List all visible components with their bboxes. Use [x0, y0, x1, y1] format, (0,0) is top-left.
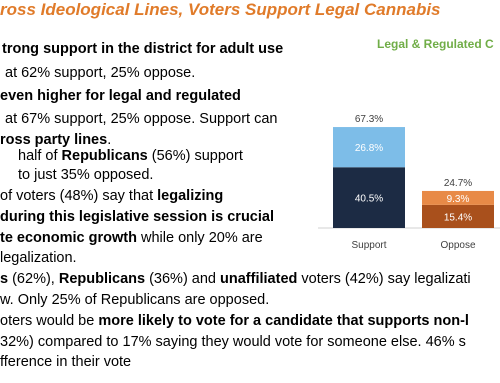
bar-segment — [333, 127, 405, 168]
text-line: at 67% support, 25% oppose. Support can — [5, 111, 277, 127]
category-label: Support — [351, 240, 386, 251]
text-run: voters (42%) say legalizati — [297, 271, 471, 287]
value-label: 15.4% — [444, 212, 472, 223]
text-run: more likely to vote for a candidate that… — [98, 313, 469, 329]
text-run: legalizing — [157, 188, 224, 204]
value-label: 26.8% — [355, 143, 383, 154]
text-line: te economic growth while only 20% are — [0, 230, 263, 246]
text-run: half of — [18, 148, 62, 164]
text-run: s — [0, 271, 9, 287]
value-label: 40.5% — [355, 194, 383, 205]
text-line: ross party lines. — [0, 132, 111, 148]
text-line: fference in their vote — [0, 354, 131, 370]
text-run: Republicans — [61, 148, 148, 164]
text-run: even higher for legal and regulated — [0, 88, 241, 104]
text-run: (62%), — [8, 271, 59, 287]
text-run: Republicans — [58, 271, 146, 287]
slide-title: ross Ideological Lines, Voters Support L… — [0, 0, 441, 19]
total-label: 67.3% — [355, 114, 383, 125]
text-run: . — [107, 132, 112, 148]
text-line: even higher for legal and regulated — [0, 88, 241, 104]
text-line: during this legislative session is cruci… — [0, 209, 274, 225]
text-line: to just 35% opposed. — [18, 167, 153, 183]
text-line: of voters (48%) say that legalizing — [0, 188, 223, 204]
value-label: 9.3% — [447, 194, 470, 205]
text-run: oters would be — [0, 313, 99, 329]
text-run: fference in their vote — [0, 354, 132, 370]
text-run: to just 35% opposed. — [18, 167, 154, 183]
text-line: legalization. — [0, 250, 77, 266]
chart-title: Legal & Regulated C — [377, 37, 494, 51]
text-line: 32%) compared to 17% saying they would v… — [0, 334, 466, 350]
text-line: at 62% support, 25% oppose. — [5, 65, 195, 81]
text-run: unaffiliated — [220, 271, 298, 287]
text-run: at 62% support, 25% oppose. — [5, 65, 196, 81]
bar-segment — [333, 167, 405, 228]
text-run: at 67% support, 25% oppose. Support can — [5, 111, 278, 127]
text-run: ross party lines — [0, 132, 108, 148]
category-label: Oppose — [440, 240, 475, 251]
text-run: w. Only 25% of Republicans are opposed. — [0, 292, 270, 308]
text-run: (36%) and — [145, 271, 221, 287]
text-run: of voters (48%) say that — [0, 188, 158, 204]
text-run: trong support in the district for adult … — [2, 41, 284, 57]
text-run: 32%) compared to 17% saying they would v… — [0, 334, 466, 350]
text-line: half of Republicans (56%) support — [18, 148, 243, 164]
text-line: w. Only 25% of Republicans are opposed. — [0, 292, 269, 308]
text-line: trong support in the district for adult … — [2, 41, 283, 57]
text-run: legalization. — [0, 250, 77, 266]
text-line: oters would be more likely to vote for a… — [0, 313, 469, 329]
total-label: 24.7% — [444, 178, 472, 189]
text-run: te economic growth — [0, 230, 137, 246]
bar-segment — [422, 204, 494, 228]
text-run: while only 20% are — [136, 230, 263, 246]
bar-segment — [422, 190, 494, 205]
text-run: during this legislative session is cruci… — [0, 209, 274, 225]
text-run: (56%) support — [147, 148, 243, 164]
text-line: s (62%), Republicans (36%) and unaffilia… — [0, 271, 471, 287]
